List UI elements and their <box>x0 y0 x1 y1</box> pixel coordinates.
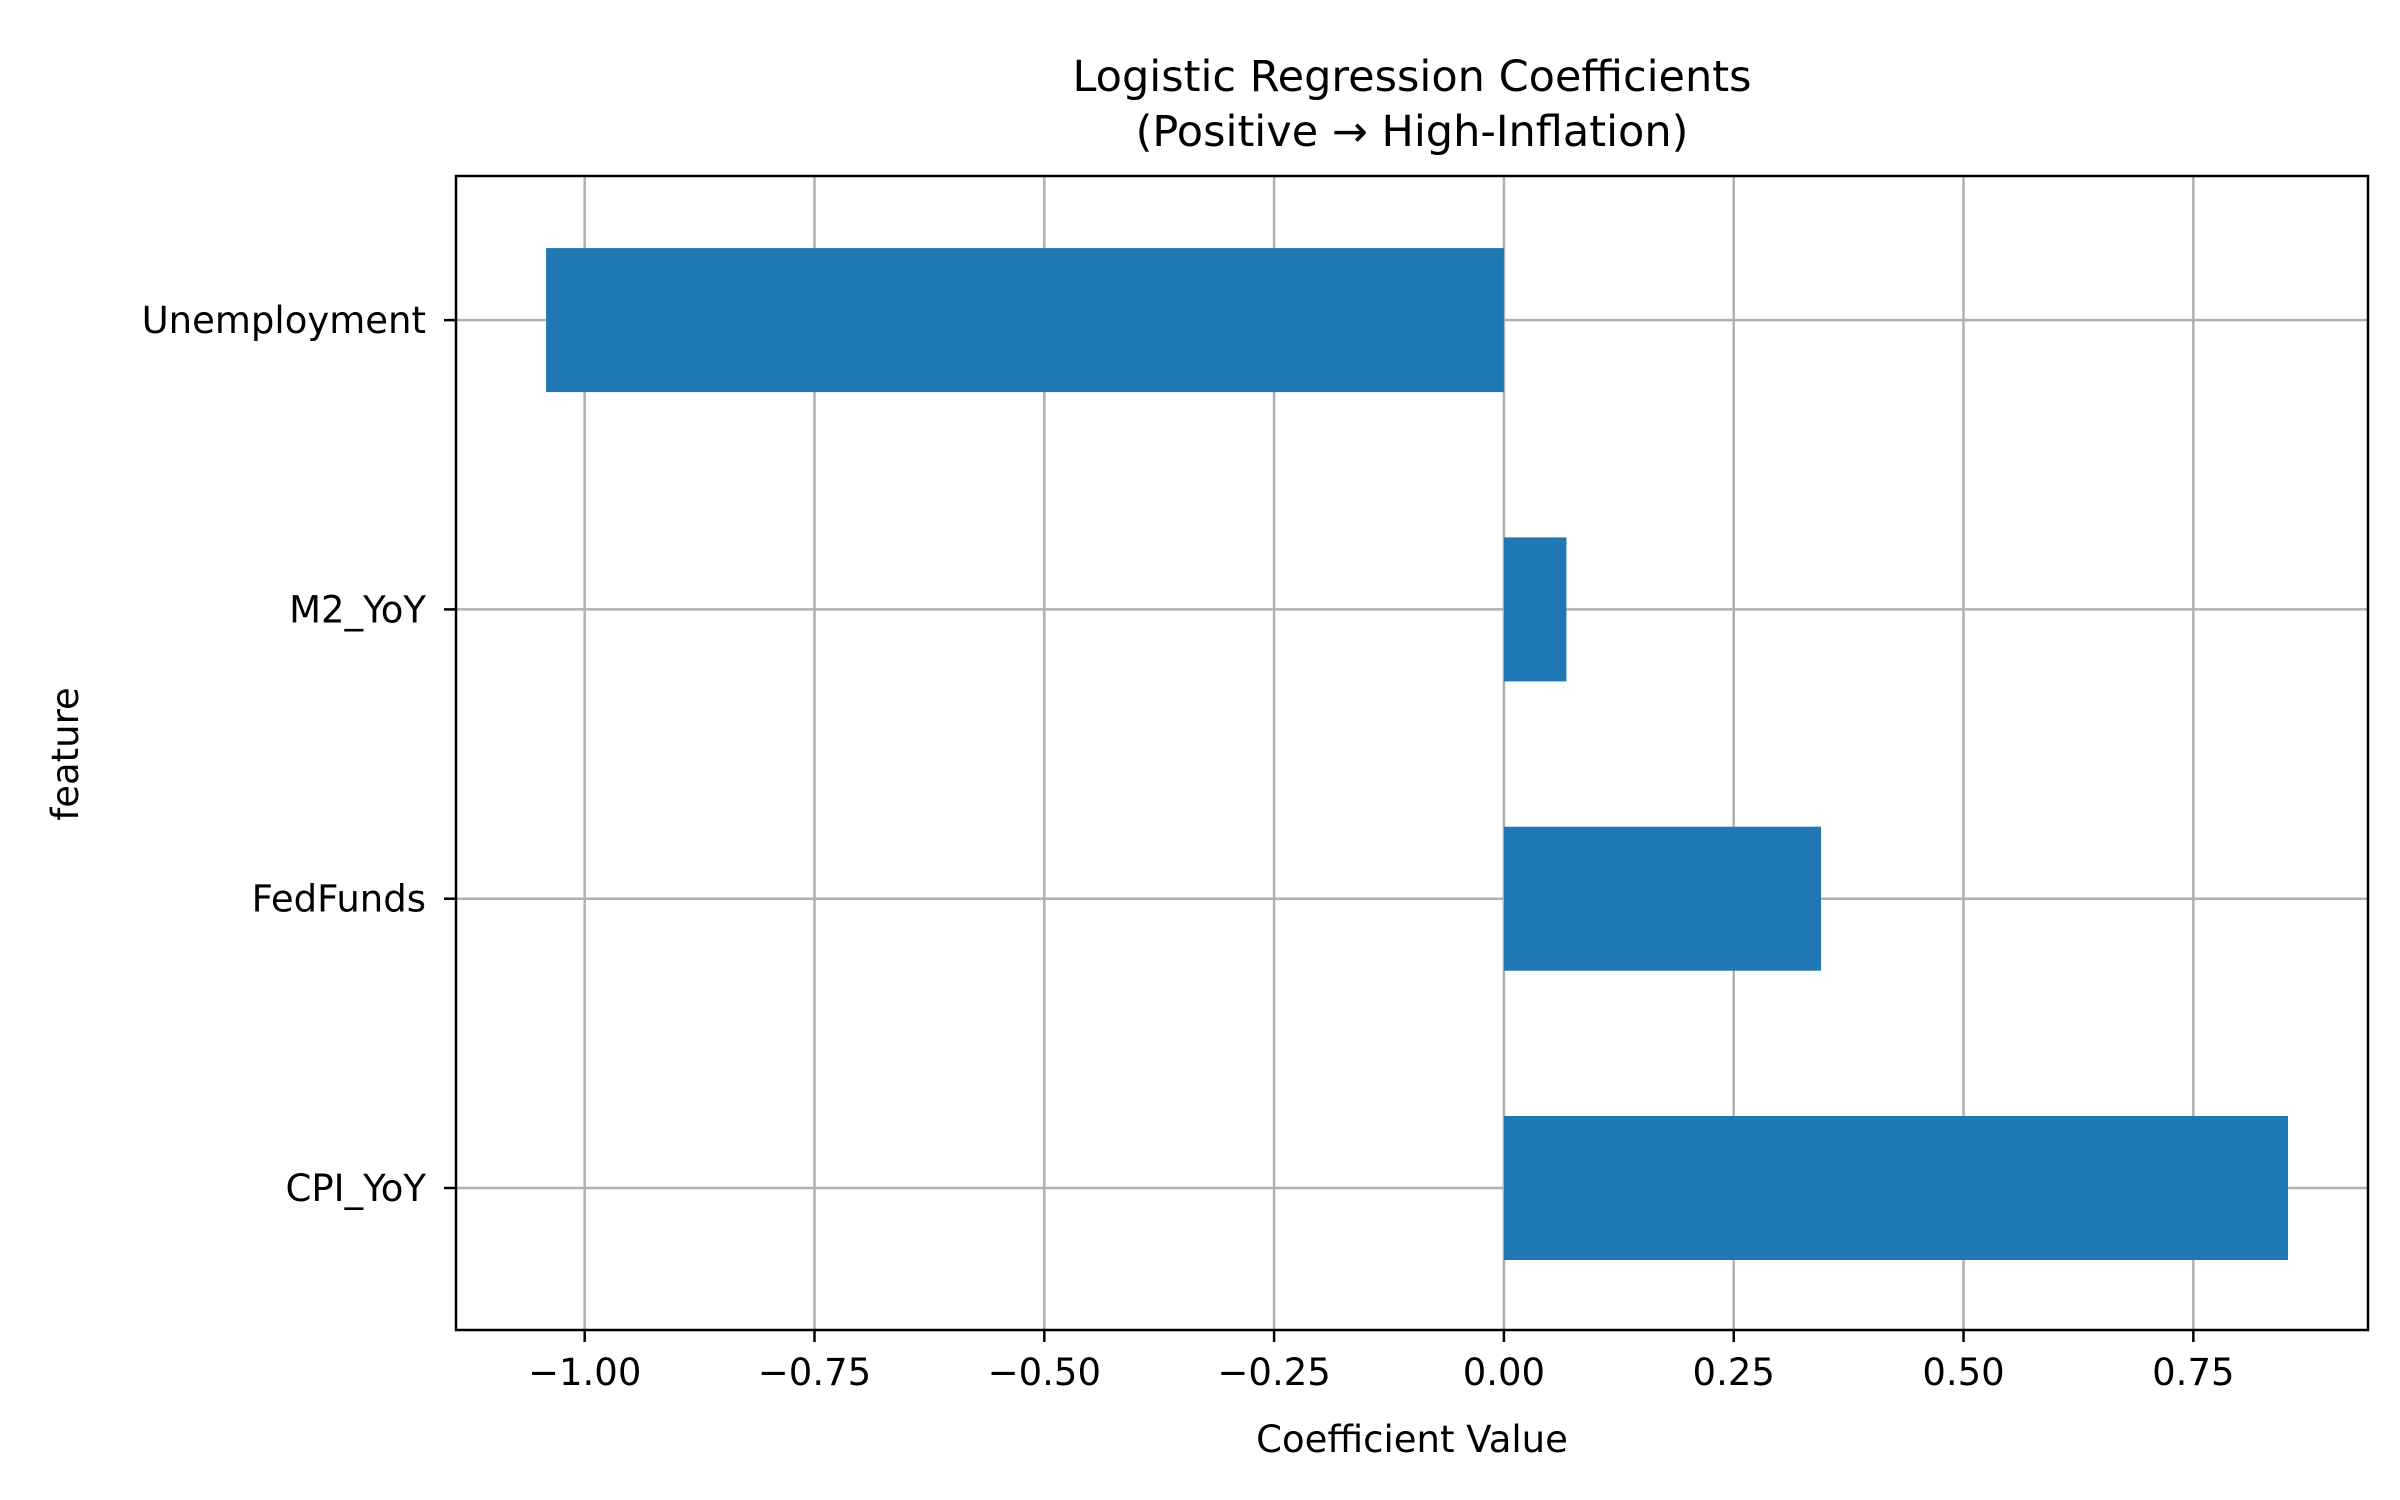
bar-fedfunds <box>1503 826 1822 971</box>
x-tick-label: −0.50 <box>988 1351 1101 1394</box>
y-tick-label: Unemployment <box>142 299 426 342</box>
ticks-layer: −1.00 −0.75 −0.50 −0.25 0.00 0.25 0.50 0.75 CPI_… <box>142 299 2235 1394</box>
bar-cpi-yoy <box>1503 1116 2289 1260</box>
x-tick-label: −1.00 <box>528 1351 641 1394</box>
bar-unemployment <box>546 248 1504 393</box>
x-tick-label: 0.75 <box>2152 1351 2234 1394</box>
bar-m2-yoy <box>1503 537 1567 682</box>
y-tick-label: FedFunds <box>252 878 426 921</box>
chart-title-line-2: (Positive → High-Inflation) <box>1136 107 1689 157</box>
y-tick-label: CPI_YoY <box>286 1167 427 1210</box>
x-tick-label: 0.25 <box>1693 1351 1775 1394</box>
x-tick-label: −0.75 <box>758 1351 871 1394</box>
x-tick-label: −0.25 <box>1217 1351 1330 1394</box>
x-tick-label: 0.00 <box>1463 1351 1545 1394</box>
y-tick-label: M2_YoY <box>289 588 426 631</box>
x-axis-label: Coefficient Value <box>1256 1418 1568 1461</box>
chart-title-line-1: Logistic Regression Coefficients <box>1072 52 1751 102</box>
y-axis-label: feature <box>44 687 87 821</box>
bars-layer <box>546 248 2289 1260</box>
plot-frame <box>454 174 2370 1332</box>
x-tick-label: 0.50 <box>1922 1351 2004 1394</box>
